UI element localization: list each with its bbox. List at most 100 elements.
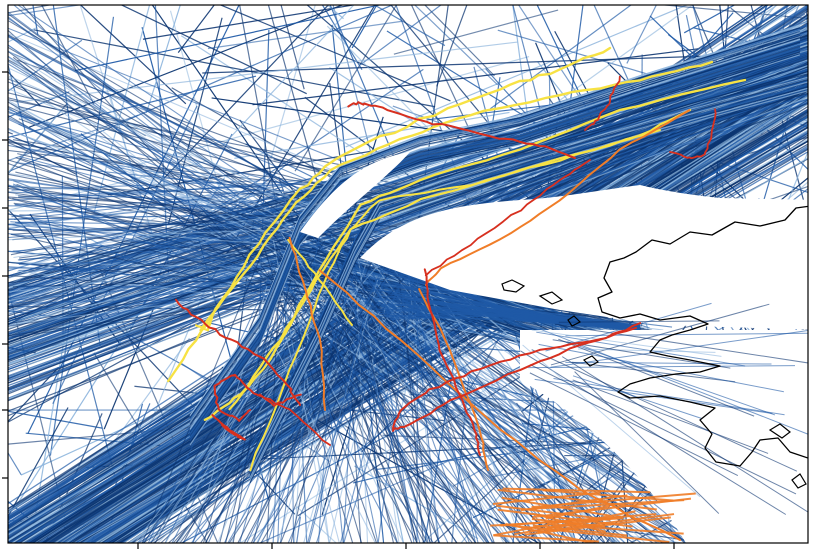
vessel-track	[8, 88, 319, 215]
vessel-track	[172, 267, 414, 543]
vessel-track	[8, 111, 413, 243]
vessel-track	[79, 5, 187, 105]
plot-frame	[7, 4, 809, 544]
yellow-track	[199, 60, 714, 332]
yellow-track	[195, 316, 214, 332]
island	[501, 279, 526, 293]
vessel-track	[79, 5, 148, 216]
red-track	[584, 75, 621, 131]
vessel-track	[516, 402, 606, 543]
vessel-track	[279, 275, 489, 543]
vessel-track	[12, 139, 336, 188]
yellow-track	[249, 129, 661, 472]
vessel-track	[494, 5, 694, 148]
highlighted-vessel-tracks	[167, 46, 747, 543]
vessel-track	[33, 29, 436, 108]
vessel-track	[414, 5, 499, 86]
vessel-track	[17, 275, 287, 301]
vessel-track	[10, 233, 259, 292]
vessel-track	[202, 260, 291, 543]
vessel-track	[8, 106, 261, 259]
vessel-track	[554, 323, 808, 364]
vessel-track	[8, 55, 314, 261]
vessel-track	[93, 352, 209, 543]
red-track	[392, 322, 642, 432]
vessel-track	[258, 460, 448, 543]
vessel-track	[396, 274, 641, 332]
vessel-track	[8, 114, 139, 162]
vessel-track	[529, 364, 797, 495]
vessel-track	[351, 264, 490, 543]
vessel-track	[8, 5, 83, 17]
orange-track	[288, 236, 326, 411]
vessel-track	[222, 5, 355, 146]
vessel-track	[106, 140, 808, 543]
vessel-track	[249, 75, 808, 466]
vessel-track	[351, 5, 378, 49]
vessel-track	[8, 228, 327, 262]
vessel-track	[249, 84, 808, 475]
orange-track-cluster	[497, 488, 657, 511]
vessel-track	[127, 55, 530, 169]
vessel-track	[17, 112, 292, 242]
red-track	[669, 108, 717, 160]
orange-track-cluster	[520, 494, 628, 512]
vessel-track	[8, 173, 396, 249]
red-track	[347, 101, 576, 159]
vessel-track	[8, 318, 199, 423]
vessel-track	[345, 299, 512, 543]
island	[538, 291, 564, 305]
vessel-track	[256, 5, 316, 206]
island	[768, 423, 791, 439]
vessel-track	[360, 5, 442, 66]
vessel-track	[520, 350, 787, 515]
red-track	[258, 393, 331, 446]
vessel-track	[14, 178, 313, 206]
vessel-track	[189, 28, 801, 420]
vessel-track	[308, 305, 372, 543]
vessel-track	[8, 78, 274, 177]
vessel-track	[117, 140, 808, 543]
vessel-track	[561, 356, 808, 513]
vessel-track	[8, 97, 330, 176]
vessel-track	[558, 320, 720, 323]
vessel-track	[719, 5, 728, 84]
vessel-track	[8, 184, 310, 299]
vessel-track	[565, 361, 772, 365]
vessel-track	[18, 123, 274, 243]
orange-track-cluster	[531, 518, 606, 528]
vessel-track	[19, 157, 258, 235]
vessel-track	[340, 262, 542, 543]
vessel-track	[15, 171, 319, 240]
vessel-track	[393, 9, 559, 55]
vessel-track	[219, 5, 451, 102]
vessel-track	[334, 280, 516, 543]
vessel-track	[40, 5, 95, 105]
vessel-track	[266, 262, 359, 543]
orange-track-cluster	[505, 522, 594, 543]
vessel-track	[294, 5, 398, 172]
vessel-track	[19, 214, 276, 232]
vessel-track	[175, 305, 351, 543]
vessel-track	[290, 303, 363, 543]
vessel-track	[8, 67, 330, 218]
vessel-track	[249, 92, 808, 484]
vessel-track	[572, 379, 769, 454]
vessel-track	[330, 321, 379, 543]
vessel-track	[315, 264, 344, 543]
vessel-track	[256, 233, 409, 543]
red-track	[211, 414, 246, 441]
vessel-track	[8, 65, 808, 356]
vessel-track	[74, 5, 383, 72]
vessel-track	[234, 111, 510, 159]
vessel-track	[329, 5, 395, 158]
vessel-track	[8, 407, 69, 518]
vessel-track	[193, 326, 395, 543]
vessel-track	[12, 223, 266, 297]
vessel-track	[583, 523, 708, 543]
vessel-track	[348, 295, 626, 543]
vessel-track	[10, 199, 293, 256]
vessel-track	[8, 192, 252, 326]
orange-track-cluster	[502, 487, 651, 494]
red-track	[175, 298, 301, 406]
